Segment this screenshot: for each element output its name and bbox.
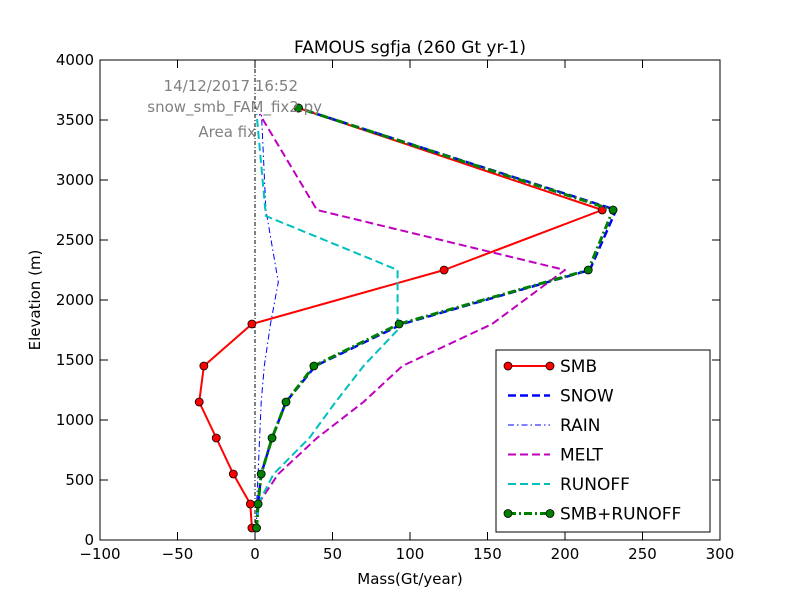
data-point-smb-runoff	[256, 469, 266, 479]
y-axis-label: Elevation (m)	[26, 250, 44, 351]
data-point-smb-runoff	[309, 361, 319, 371]
legend-item-snow: SNOW	[508, 387, 614, 407]
legend-marker	[545, 509, 555, 518]
legend: SMB SNOW RAIN MELT RUNOFF SMB+RUNOFF	[495, 349, 711, 533]
data-point-smb-runoff	[394, 319, 404, 329]
legend-item-runoff: RUNOFF	[508, 475, 630, 495]
x-tick-label: 50	[323, 545, 342, 563]
legend-box	[495, 349, 711, 533]
series-melt	[255, 113, 566, 529]
x-tick-label: 0	[250, 545, 260, 563]
series-smb-runoff	[252, 103, 618, 533]
data-point-smb-runoff	[608, 205, 618, 215]
annotation-block: 14/12/2017 16:52 snow_smb_FAM_fix2.py Ar…	[147, 77, 322, 141]
x-tick-label: 150	[473, 545, 502, 563]
data-point-smb-runoff	[253, 499, 263, 509]
legend-marker	[503, 509, 513, 518]
data-point-smb	[211, 433, 221, 443]
x-tick-label: 200	[551, 545, 580, 563]
x-tick-label: 300	[706, 545, 735, 563]
series-rain	[256, 107, 279, 528]
y-tick-label: 3500	[56, 111, 94, 129]
series-line-smb	[198, 107, 604, 529]
legend-item-rain: RAIN	[508, 416, 600, 436]
y-tick-label: 2500	[56, 231, 94, 249]
series-line-melt	[255, 113, 566, 529]
series-line-runoff	[255, 113, 399, 529]
data-point-smb-runoff	[252, 523, 261, 533]
y-tick-label: 500	[65, 471, 94, 489]
legend-label: RAIN	[560, 416, 600, 436]
data-point-smb	[194, 397, 204, 407]
x-tick-label: 100	[396, 545, 425, 563]
y-tick-label: 3000	[56, 171, 94, 189]
legend-item-melt: MELT	[508, 446, 604, 466]
data-point-smb	[199, 361, 209, 371]
data-point-smb	[247, 319, 257, 329]
y-tick-label: 1000	[56, 411, 94, 429]
x-tick-label: 250	[628, 545, 657, 563]
y-tick-label: 4000	[56, 51, 94, 69]
data-point-smb	[245, 499, 255, 509]
x-tick-label: −50	[162, 545, 194, 563]
legend-marker	[545, 361, 555, 371]
x-tick-label: −100	[79, 545, 120, 563]
data-point-smb-runoff	[293, 103, 303, 113]
chart-title: FAMOUS sgfja (260 Gt yr-1)	[294, 38, 526, 58]
legend-label: SNOW	[560, 387, 614, 407]
x-axis-label: Mass(Gt/year)	[357, 570, 463, 588]
series-runoff	[255, 113, 399, 529]
legend-item-smb-runoff: SMB+RUNOFF	[503, 505, 681, 525]
axis-ticks: −100 −50 0 50 100 150 200 250 300050010001500200…	[56, 51, 735, 563]
data-point-smb	[228, 469, 238, 479]
annotation-date: 14/12/2017 16:52	[164, 77, 298, 95]
data-point-smb	[439, 265, 449, 275]
annotation-area-fix: Area fix	[198, 123, 256, 141]
y-tick-label: 1500	[56, 351, 94, 369]
legend-item-smb: SMB	[503, 357, 597, 377]
data-point-smb-runoff	[583, 265, 593, 275]
legend-label: MELT	[560, 446, 604, 466]
legend-label: SMB+RUNOFF	[560, 505, 681, 525]
annotation-script: snow_smb_FAM_fix2.py	[147, 98, 322, 117]
y-tick-label: 2000	[56, 291, 94, 309]
legend-label: RUNOFF	[560, 475, 630, 495]
y-tick-label: 0	[84, 531, 94, 549]
data-point-smb-runoff	[281, 397, 291, 407]
series-line-smb-runoff	[255, 106, 615, 529]
legend-label: SMB	[560, 357, 597, 377]
legend-marker	[503, 361, 513, 371]
series-line-rain	[256, 107, 279, 528]
series-layer	[194, 103, 618, 533]
data-point-smb-runoff	[267, 433, 277, 443]
